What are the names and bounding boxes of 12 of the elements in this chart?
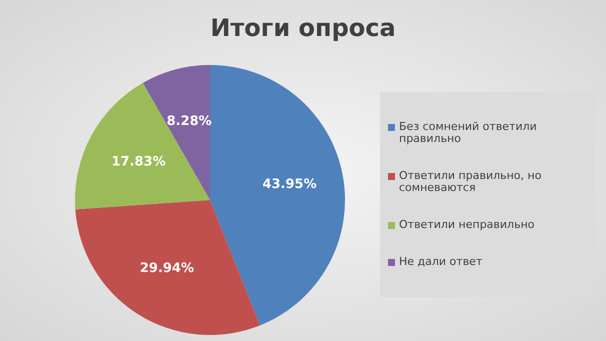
data-label: 29.94% [140, 261, 194, 276]
pie-slice [210, 65, 345, 326]
legend-label: Не дали ответ [399, 255, 482, 268]
legend-label: Без сомнений ответили правильно [399, 120, 538, 145]
data-label: 43.95% [262, 177, 317, 192]
pie-slice [75, 82, 210, 210]
data-label: 17.83% [111, 154, 166, 170]
legend-label: Ответили неправильно [399, 218, 534, 232]
pie-slice [75, 200, 260, 335]
chart-title: Итоги опроса [209, 14, 397, 42]
data-label: 8.28% [166, 114, 212, 130]
legend-label: Ответили правильно, но сомневаются [399, 168, 542, 194]
